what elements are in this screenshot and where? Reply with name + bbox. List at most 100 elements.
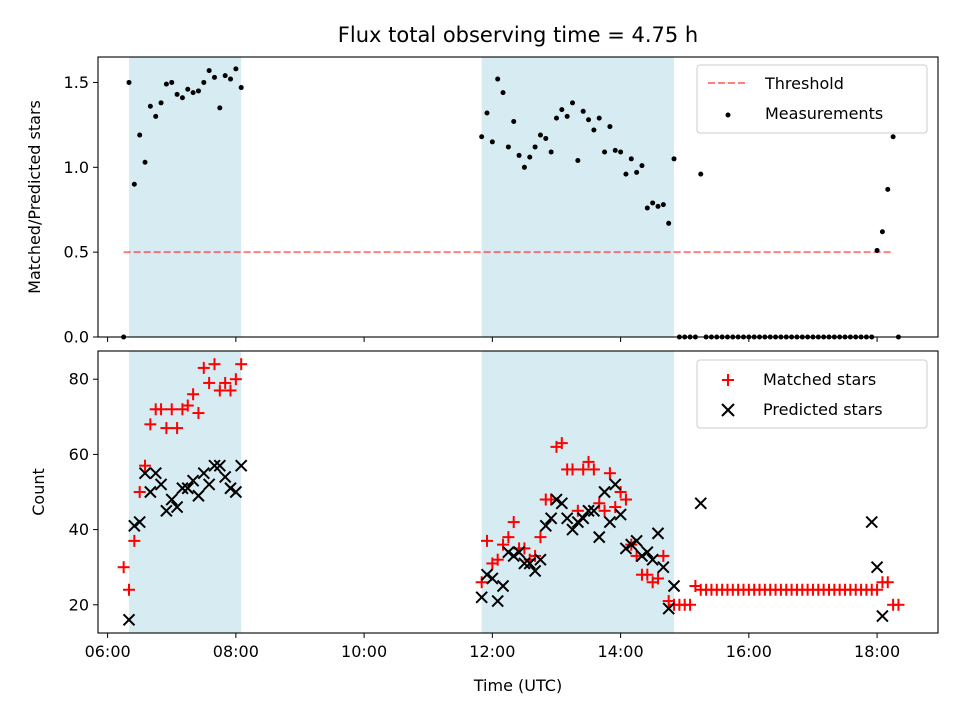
measurement-point [217, 105, 223, 111]
predicted-point [544, 512, 558, 525]
measurement-point [634, 169, 640, 175]
matched-point [497, 538, 510, 551]
predicted-point [128, 519, 141, 533]
predicted-point [154, 478, 168, 491]
y-tick-label: 1.5 [64, 73, 89, 92]
predicted-point [165, 493, 178, 506]
measurement-point [666, 220, 672, 226]
x-tick-label: 18:00 [854, 642, 900, 661]
measurement-point [671, 156, 677, 162]
measurement-point [890, 134, 896, 140]
predicted-point [218, 470, 232, 484]
matched-point [502, 531, 515, 544]
matched-point [603, 467, 616, 480]
predicted-point [555, 497, 569, 510]
predicted-point [667, 579, 681, 593]
bottom-xlabel: Time (UTC) [473, 676, 562, 695]
measurement-point [874, 247, 880, 253]
measurement-point [543, 135, 549, 141]
predicted-point [635, 549, 649, 563]
top-ylabel: Matched/Predicted stars [25, 100, 44, 294]
bottom-plot: 20 40 60 80 06:00 08:00 10:00 12:00 14:00 16:00 1… [29, 350, 939, 695]
predicted-point [133, 515, 146, 529]
top-legend-box [696, 64, 928, 134]
matched-point [619, 493, 632, 506]
measurement-point [126, 79, 132, 85]
bottom-plot-frame [97, 350, 939, 634]
predicted-point [213, 459, 227, 472]
measurement-point [618, 149, 624, 155]
measurement-point [147, 103, 153, 109]
x-tick-label: 08:00 [213, 642, 259, 661]
measurement-point [163, 81, 169, 87]
top-legend: Threshold Measurements [696, 64, 928, 134]
matched-point [171, 422, 184, 435]
top-plot: 0.0 0.5 1.0 1.5 Matched/Predicted stars Thr… [25, 56, 939, 347]
predicted-point [523, 557, 536, 570]
measurement-point [201, 79, 207, 85]
predicted-point [657, 560, 670, 574]
predicted-point [176, 482, 189, 495]
predicted-point [646, 553, 659, 566]
predicted-point [571, 515, 585, 529]
matched-point [235, 358, 248, 371]
matched-point [641, 568, 654, 581]
measurement-point [479, 134, 485, 140]
measurement-point [484, 110, 490, 116]
x-tick-label: 06:00 [85, 642, 131, 661]
predicted-point [144, 485, 157, 499]
predicted-point [224, 482, 237, 495]
measurement-point [228, 76, 234, 82]
matched-point [213, 384, 226, 397]
predicted-point [149, 466, 162, 480]
predicted-point [491, 594, 504, 608]
matched-point [871, 583, 884, 596]
measurement-point [222, 73, 228, 79]
predicted-point [598, 485, 611, 499]
predicted-point [614, 508, 627, 521]
matched-point [652, 572, 664, 585]
measurement-point [179, 95, 185, 101]
measurement-point [644, 205, 650, 211]
measurement-point [185, 86, 191, 92]
observing-span-2 [481, 351, 675, 633]
measurement-point [500, 90, 506, 96]
measurement-point [537, 132, 543, 138]
measurement-point [505, 144, 511, 150]
matched-point [571, 504, 584, 517]
predicted-point [550, 493, 563, 506]
measurement-point [602, 149, 608, 155]
y-tick-label: 1.0 [64, 158, 89, 177]
matched-point [609, 501, 622, 514]
measurement-point [238, 85, 244, 91]
y-tick-label: 0.5 [64, 243, 89, 262]
predicted-point [496, 579, 510, 593]
matched-point [555, 437, 568, 450]
x-tick-label: 14:00 [598, 642, 644, 661]
matched-point [582, 455, 595, 468]
measurement-point [879, 229, 885, 235]
matched-point [192, 407, 205, 420]
bottom-legend-box [696, 359, 928, 429]
matched-point [657, 549, 670, 562]
predicted-point [122, 613, 136, 627]
matched-point [208, 358, 221, 371]
predicted-point [593, 530, 606, 544]
matched-point [128, 534, 141, 547]
measurement-point [628, 156, 634, 162]
predicted-point [229, 485, 243, 499]
measurement-point [169, 79, 175, 85]
matched-point [122, 583, 135, 596]
predicted-point [518, 557, 531, 570]
measurement-point [131, 181, 137, 187]
predicted-point [502, 545, 515, 559]
observing-span-2 [481, 57, 675, 337]
predicted-point [630, 534, 643, 548]
measurement-point [233, 66, 239, 72]
predicted-point [475, 591, 488, 604]
y-tick-label: 40 [69, 520, 89, 539]
matched-point [491, 553, 504, 566]
predicted-point [192, 489, 205, 502]
matched-point [133, 486, 146, 498]
